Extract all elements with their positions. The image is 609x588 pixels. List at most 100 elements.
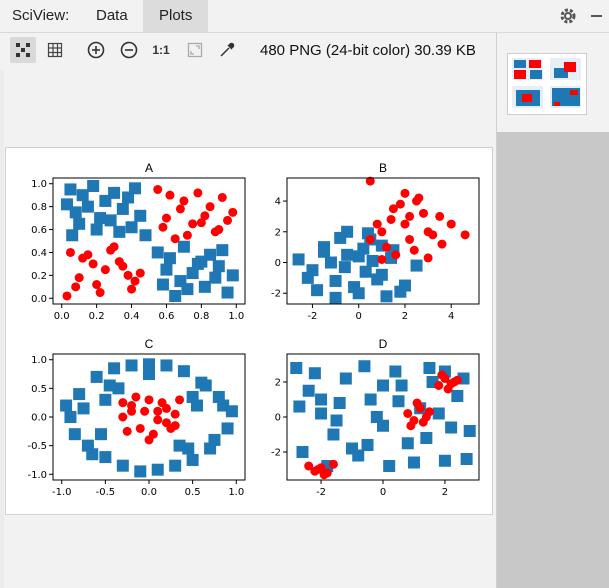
data-point-square — [186, 453, 199, 466]
y-tick-label: 0.4 — [31, 248, 47, 259]
data-point-circle — [175, 395, 185, 405]
data-point-circle — [153, 184, 163, 194]
subplot-title: C — [145, 337, 154, 351]
y-tick-label: -2 — [271, 289, 281, 300]
data-point-circle — [217, 192, 227, 202]
x-tick-label: 2 — [442, 487, 448, 498]
data-point-square — [290, 362, 303, 374]
data-point-circle — [175, 204, 185, 214]
data-point-square — [108, 186, 121, 199]
data-point-circle — [395, 199, 405, 209]
data-point-circle — [424, 407, 434, 417]
data-point-square — [333, 397, 346, 409]
y-tick-label: 1.0 — [31, 355, 47, 366]
data-point-circle — [106, 245, 116, 255]
data-point-square — [90, 370, 103, 383]
data-point-square — [122, 191, 135, 204]
data-point-square — [64, 411, 77, 423]
data-point-square — [90, 223, 103, 236]
x-tick-label: 2 — [402, 311, 408, 322]
data-point-circle — [418, 417, 428, 427]
data-point-circle — [114, 257, 124, 267]
data-point-square — [87, 180, 100, 193]
data-point-square — [125, 359, 138, 372]
actual-size-icon[interactable]: 1:1 — [148, 37, 174, 63]
zoom-out-icon[interactable] — [116, 37, 142, 63]
data-point-square — [73, 217, 86, 230]
data-point-square — [95, 428, 107, 441]
data-point-circle — [435, 211, 445, 221]
data-point-square — [116, 202, 129, 215]
fit-window-icon[interactable] — [182, 37, 208, 63]
app-title: SciView: — [12, 7, 70, 24]
data-point-square — [394, 285, 407, 298]
tab-plots[interactable]: Plots — [143, 0, 209, 32]
data-point-circle — [200, 211, 210, 221]
data-point-circle — [223, 215, 233, 225]
fit-grid-icon[interactable] — [10, 37, 36, 63]
plot-thumbnail[interactable] — [507, 53, 587, 115]
data-point-circle — [88, 259, 98, 269]
data-point-square — [169, 289, 182, 302]
data-point-circle — [449, 377, 459, 387]
x-tick-label: 0.2 — [89, 311, 105, 322]
data-point-circle — [122, 426, 132, 436]
data-point-square — [186, 267, 199, 280]
data-point-square — [99, 451, 112, 464]
data-point-circle — [144, 435, 154, 445]
y-tick-label: 0.0 — [31, 413, 47, 424]
data-point-square — [173, 439, 186, 452]
gear-icon[interactable] — [558, 6, 578, 26]
data-point-square — [346, 442, 359, 455]
data-point-square — [212, 260, 225, 273]
x-tick-label: -2 — [316, 487, 326, 498]
data-point-circle — [405, 211, 415, 221]
data-point-square — [308, 367, 321, 380]
x-tick-label: 0.6 — [159, 311, 175, 322]
data-point-square — [463, 425, 476, 437]
data-point-circle — [130, 276, 140, 286]
data-point-square — [108, 362, 121, 375]
minimize-icon[interactable] — [591, 15, 602, 17]
data-point-circle — [365, 176, 375, 186]
data-point-square — [364, 393, 377, 406]
x-tick-label: 0 — [356, 311, 362, 322]
data-point-circle — [127, 406, 137, 416]
data-point-square — [302, 384, 315, 397]
data-point-circle — [123, 270, 133, 280]
image-info: 480 PNG (24-bit color) 30.39 KB — [260, 42, 476, 59]
eyedropper-icon[interactable] — [214, 37, 240, 63]
y-tick-label: 0 — [275, 413, 281, 424]
data-point-circle — [140, 406, 150, 416]
y-tick-label: 0.0 — [31, 294, 47, 305]
data-point-square — [359, 265, 372, 278]
data-point-square — [401, 437, 414, 450]
data-point-square — [160, 263, 173, 276]
left-strip — [0, 70, 4, 588]
x-tick-label: 1.0 — [228, 487, 244, 498]
data-point-circle — [372, 219, 382, 229]
data-point-square — [86, 448, 99, 461]
data-point-circle — [405, 234, 415, 244]
data-point-square — [163, 252, 176, 265]
data-point-square — [301, 271, 314, 284]
zoom-in-icon[interactable] — [83, 37, 109, 63]
x-tick-label: 0.0 — [141, 487, 157, 498]
x-tick-label: -2 — [307, 311, 317, 322]
actual-size-label: 1:1 — [152, 43, 170, 57]
x-tick-label: -0.5 — [96, 487, 116, 498]
data-point-circle — [210, 227, 220, 237]
grid-icon[interactable] — [42, 37, 68, 63]
data-point-circle — [153, 415, 163, 425]
data-point-square — [216, 244, 229, 257]
data-point-square — [221, 422, 234, 435]
x-tick-label: 0.4 — [124, 311, 140, 322]
data-point-square — [143, 368, 155, 381]
data-point-circle — [165, 190, 175, 200]
data-point-circle — [437, 370, 447, 380]
data-point-square — [225, 405, 238, 418]
tab-data[interactable]: Data — [96, 7, 128, 24]
data-point-circle — [100, 265, 110, 275]
data-point-square — [361, 439, 374, 451]
data-point-square — [389, 365, 402, 378]
